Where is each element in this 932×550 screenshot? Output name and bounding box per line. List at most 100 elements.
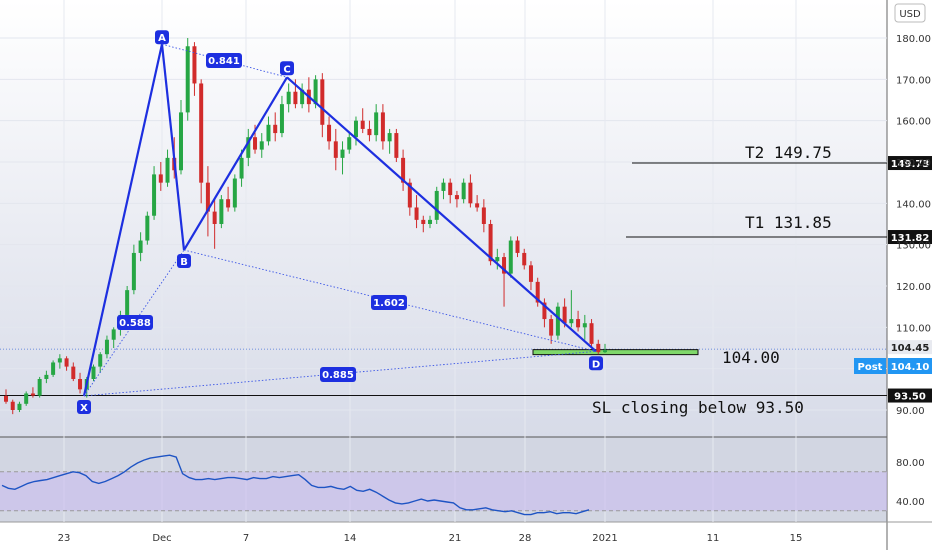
candle-body [253,137,258,150]
x-tick-label: 21 [449,533,462,544]
level-tag-sl [888,388,932,403]
level-tag-t2 [888,156,932,171]
candle-body [528,265,533,282]
y-tick-label: 110.00 [896,323,931,334]
pattern-point-a [155,30,169,45]
candle-body [454,195,459,200]
rsi-line [1,454,590,516]
candle-body [401,157,406,183]
x-tick-label: 11 [707,533,720,544]
y-tick-label: 140.00 [896,199,931,210]
candle-body [24,393,29,404]
pattern-leg-ab [160,44,186,251]
x-tick-label: 14 [344,533,357,544]
rsi-tick-label: 80.00 [896,458,925,469]
entry-zone [532,349,699,356]
t2-annotation: T2 149.75 [745,143,832,162]
candle-body [576,319,581,328]
candle-body [17,403,22,410]
rsi-band [0,471,887,511]
ratio-line [183,249,597,352]
candle-body [562,306,567,324]
ratio-label: 1.602 [373,298,405,309]
level-tag-text-sl: 93.50 [894,392,926,403]
candle-body [461,182,466,200]
candle-body [78,379,83,390]
candle-body [589,323,594,344]
candle-body [125,290,130,315]
candle-body [104,339,109,355]
candle-body [407,182,412,208]
pattern-leg-xa [82,43,164,397]
candle-body [387,133,392,142]
candle-body [327,124,332,142]
x-tick-label: 15 [790,533,803,544]
candle-body [286,91,291,105]
t1-annotation: T1 131.85 [745,213,832,232]
ratio-line [161,43,288,78]
candle-body [138,240,143,253]
candle-body [199,83,204,183]
candle-body [226,199,231,208]
candle-body [495,257,500,262]
rsi-tick-label: 40.00 [896,497,925,508]
post-tag [854,358,886,374]
candle-body [4,395,8,402]
candle-body [475,203,480,208]
post-price-tag [888,358,932,374]
y-tick-label: 180.00 [896,34,931,45]
candle-body [508,240,513,274]
candle-body [596,343,601,353]
pattern-point-b [177,254,191,269]
candle-body [320,79,325,125]
x-tick-label: 2021 [592,533,617,544]
ratio-box [206,53,242,68]
candle-body [279,104,284,134]
candle-body [205,182,210,212]
currency-badge[interactable] [894,3,926,23]
candle-body [192,46,197,84]
pattern-point-x [77,399,91,414]
harmonic-pattern: 0.588 0.841 1.602 0.885 X A B C D [77,30,603,414]
pattern-point-label: A [158,33,166,44]
y-tick-label: 160.00 [896,117,931,128]
candle-body [535,281,540,303]
candle-body [555,306,560,336]
candle-body [468,182,473,204]
ratio-box [371,295,407,310]
pattern-point-label: D [592,359,600,370]
candle-body [246,137,251,158]
candle-body [441,182,446,191]
x-tick-label: 23 [58,533,71,544]
level-lines: 149.73 131.82 104.45 93.50 [0,156,932,403]
sl-annotation: SL closing below 93.50 [592,398,804,417]
ratio-box [320,367,356,382]
candle-body [549,319,554,336]
ratio-label: 0.885 [322,370,354,381]
candle-body [515,240,520,253]
candle-body [421,219,426,224]
candle-body [37,379,42,396]
x-tick-label: Dec [152,533,171,544]
candle-body [178,112,183,171]
post-label: Post [858,362,883,373]
candle-body [414,207,419,220]
ratio-label: 0.588 [119,318,151,329]
candle-body [91,366,96,379]
y-tick-label: 120.00 [896,282,931,293]
candle-body [333,141,338,158]
candle-body [44,374,49,379]
post-price-value: 104.10 [891,362,930,373]
candle-body [158,174,163,183]
entry-annotation: 104.00 [722,348,780,367]
candle-body [522,252,527,266]
pattern-point-c [280,61,294,76]
rsi-indicator [0,454,887,516]
candle-body [448,182,453,196]
candles [4,38,607,415]
candle-body [152,174,157,216]
currency-label: USD [899,9,921,20]
price-axis [887,0,932,550]
pattern-leg-bc [183,76,288,251]
